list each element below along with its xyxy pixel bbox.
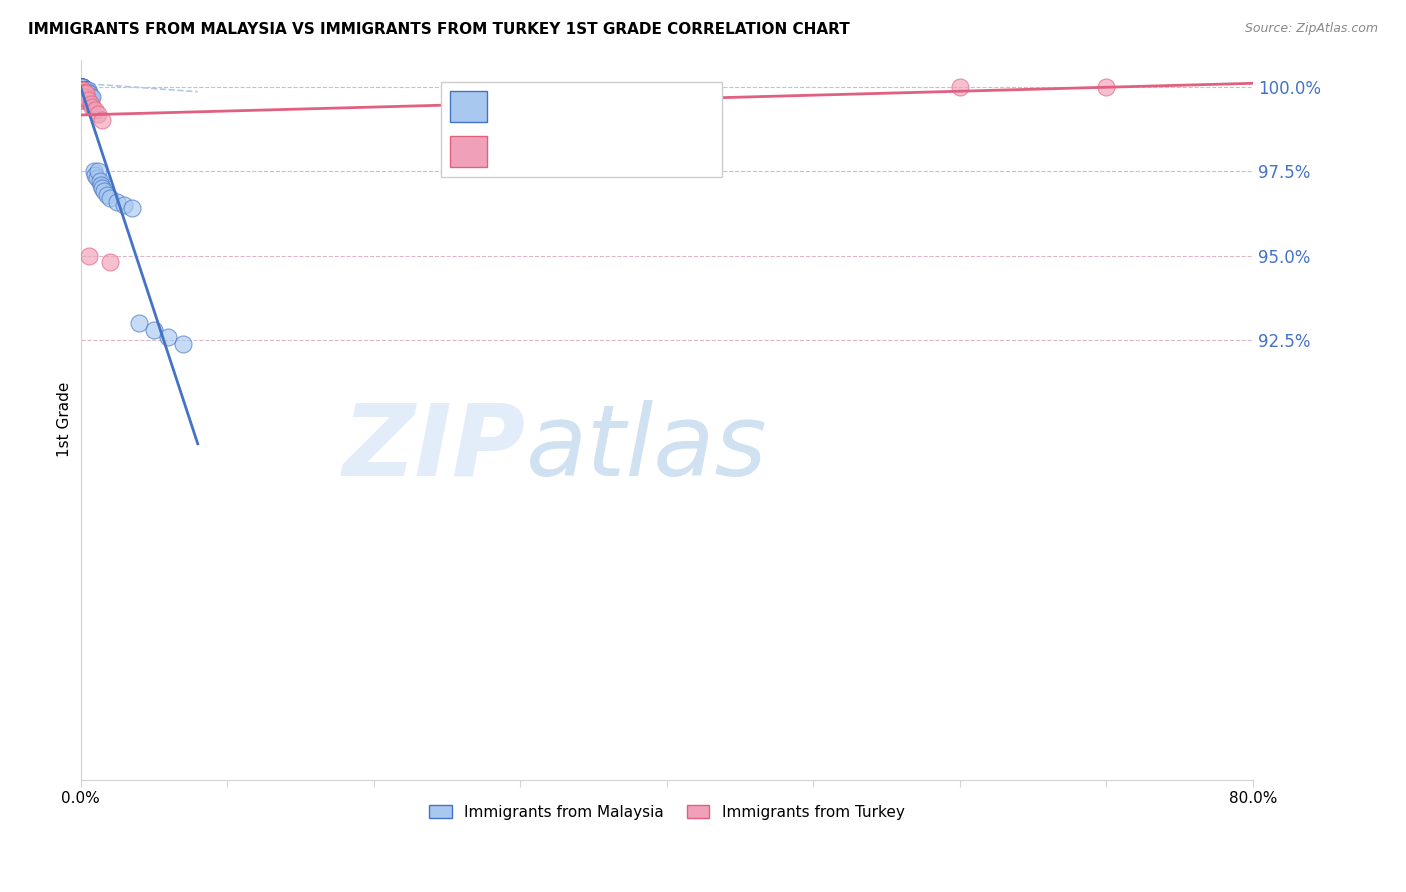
Point xyxy=(72,83,94,97)
Point xyxy=(79,249,101,263)
Point xyxy=(121,202,143,216)
Point xyxy=(70,87,93,101)
Point xyxy=(70,87,93,101)
Point xyxy=(172,336,194,351)
Point xyxy=(70,87,93,101)
Point xyxy=(70,79,93,94)
Text: atlas: atlas xyxy=(526,400,768,497)
Point xyxy=(70,79,93,94)
Point xyxy=(72,83,94,97)
Point xyxy=(91,113,114,128)
Point xyxy=(70,79,93,94)
Point xyxy=(75,93,97,107)
Point xyxy=(72,83,94,97)
Point xyxy=(70,83,93,97)
Point xyxy=(87,106,110,120)
Point xyxy=(73,87,96,101)
Point xyxy=(105,194,128,209)
Point xyxy=(93,185,115,199)
Text: ZIP: ZIP xyxy=(343,400,526,497)
Point xyxy=(72,90,94,104)
Point xyxy=(90,178,112,192)
Point xyxy=(1095,79,1118,94)
Point xyxy=(70,79,93,94)
Point xyxy=(70,79,93,94)
Point xyxy=(70,79,93,94)
Point xyxy=(70,79,93,94)
Point xyxy=(72,90,94,104)
Point xyxy=(70,83,93,97)
Point xyxy=(70,93,93,107)
Point xyxy=(75,83,97,97)
Point xyxy=(72,87,94,101)
Point xyxy=(70,83,93,97)
Point xyxy=(98,191,121,205)
Point xyxy=(82,90,104,104)
Point xyxy=(79,93,101,107)
Point xyxy=(73,83,96,97)
Point xyxy=(72,87,94,101)
Point xyxy=(72,87,94,101)
Point xyxy=(75,87,97,101)
Point xyxy=(84,168,107,182)
Point xyxy=(70,87,93,101)
Text: IMMIGRANTS FROM MALAYSIA VS IMMIGRANTS FROM TURKEY 1ST GRADE CORRELATION CHART: IMMIGRANTS FROM MALAYSIA VS IMMIGRANTS F… xyxy=(28,22,849,37)
Point xyxy=(76,87,98,101)
Point xyxy=(72,90,94,104)
Point xyxy=(80,90,103,104)
Point xyxy=(70,90,93,104)
Point xyxy=(76,90,98,104)
Point xyxy=(75,90,97,104)
Point xyxy=(72,93,94,107)
Point xyxy=(70,79,93,94)
Point xyxy=(83,164,105,178)
Point xyxy=(96,187,118,202)
Point xyxy=(73,87,96,101)
Point xyxy=(80,96,103,111)
Point xyxy=(72,87,94,101)
Point xyxy=(949,79,972,94)
Point xyxy=(87,164,110,178)
Point xyxy=(70,83,93,97)
Point xyxy=(75,83,97,97)
Point xyxy=(73,87,96,101)
Point xyxy=(70,83,93,97)
Text: Source: ZipAtlas.com: Source: ZipAtlas.com xyxy=(1244,22,1378,36)
Point xyxy=(157,330,180,344)
Legend: Immigrants from Malaysia, Immigrants from Turkey: Immigrants from Malaysia, Immigrants fro… xyxy=(423,798,911,826)
Point xyxy=(73,83,96,97)
Point xyxy=(82,100,104,114)
Point xyxy=(98,255,121,269)
Point xyxy=(72,83,94,97)
Point xyxy=(70,79,93,94)
Point xyxy=(70,90,93,104)
Point xyxy=(76,83,98,97)
Point xyxy=(128,316,150,330)
Point xyxy=(79,87,101,101)
Point xyxy=(89,174,111,188)
Y-axis label: 1st Grade: 1st Grade xyxy=(58,382,72,458)
Point xyxy=(91,181,114,195)
Point xyxy=(76,93,98,107)
Point xyxy=(86,170,108,185)
Point xyxy=(76,93,98,107)
Point xyxy=(73,90,96,104)
Point xyxy=(70,79,93,94)
Point xyxy=(70,87,93,101)
Point xyxy=(73,90,96,104)
Point xyxy=(75,87,97,101)
Point xyxy=(114,198,136,212)
Point xyxy=(70,83,93,97)
Point xyxy=(142,323,165,337)
Point xyxy=(79,90,101,104)
Point xyxy=(84,103,107,118)
